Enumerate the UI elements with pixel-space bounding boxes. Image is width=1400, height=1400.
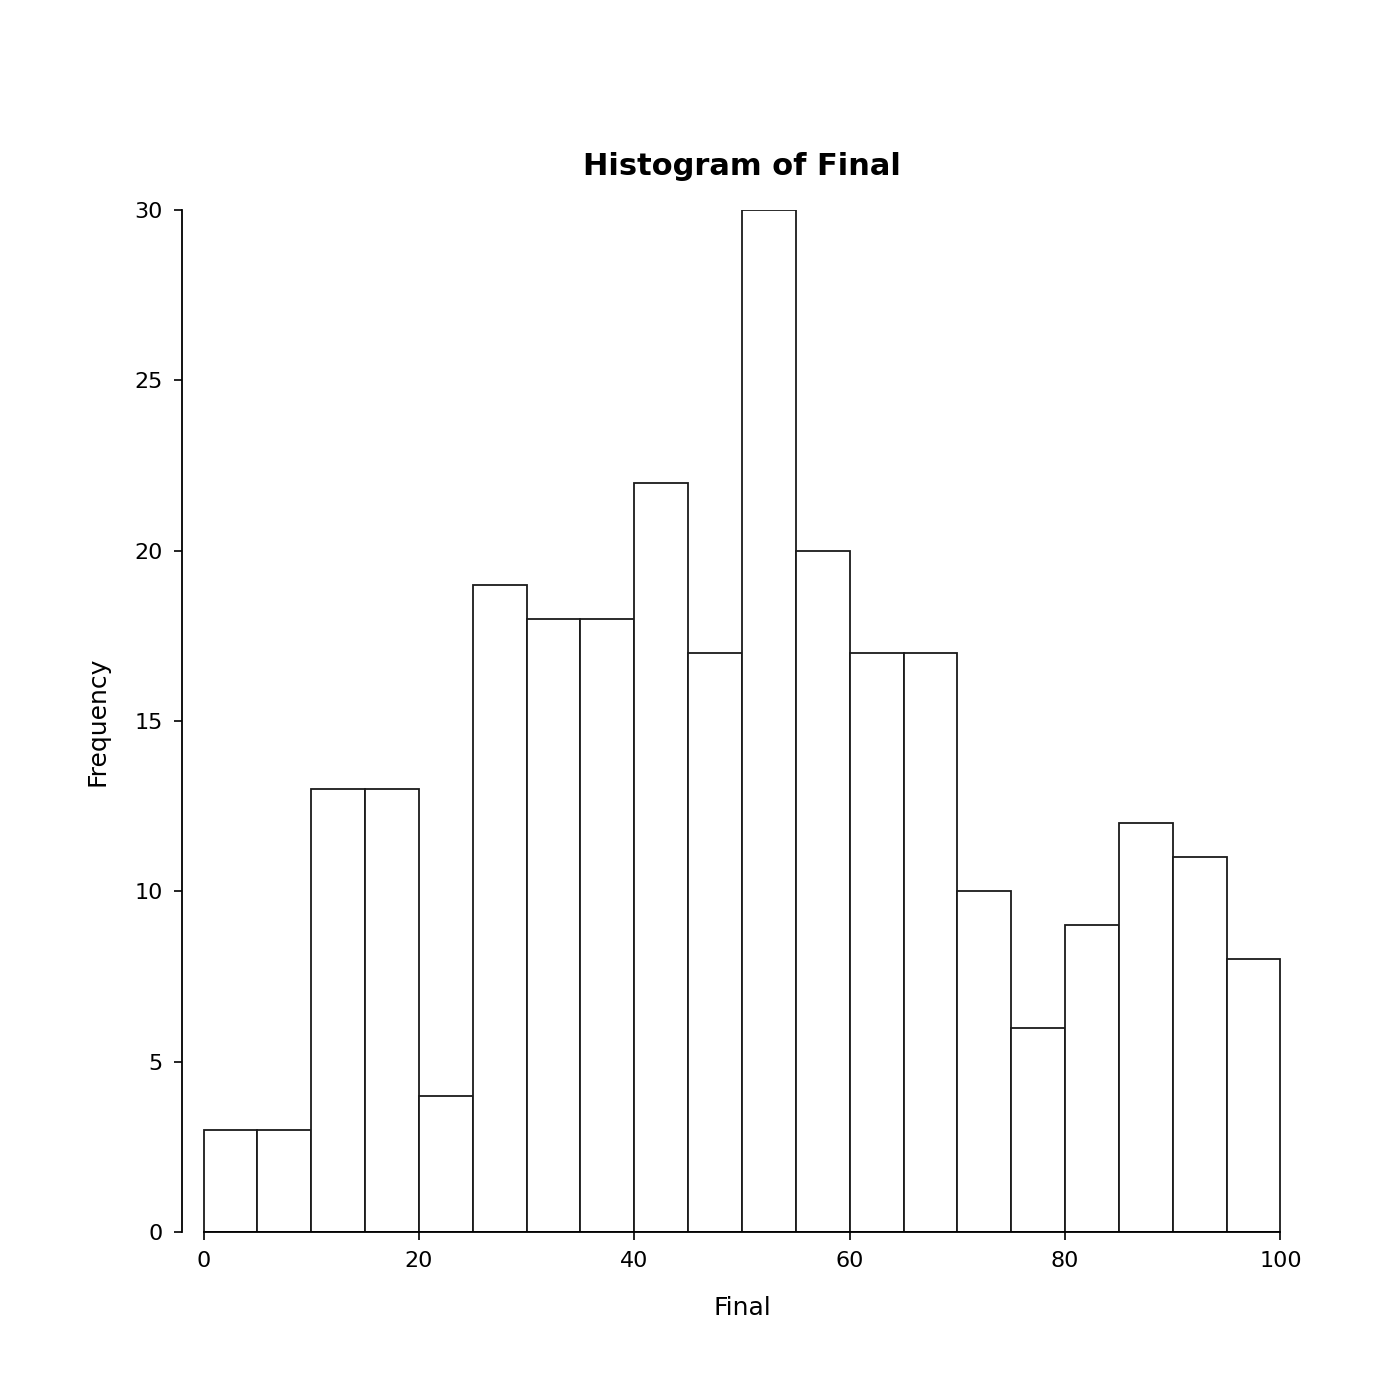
Bar (795, 550, 850, 1232)
Bar (473, 585, 526, 1232)
Bar (526, 619, 581, 1232)
Bar (1011, 1028, 1065, 1232)
Bar (311, 790, 365, 1232)
Bar (203, 1130, 258, 1232)
Bar (1119, 823, 1173, 1232)
Bar (365, 790, 419, 1232)
Bar (634, 483, 689, 1232)
Bar (958, 892, 1011, 1232)
Bar (258, 1130, 311, 1232)
Bar (581, 619, 634, 1232)
Title: Histogram of Final: Histogram of Final (582, 153, 902, 181)
Bar (850, 652, 903, 1232)
Bar (742, 210, 795, 1232)
X-axis label: Final: Final (713, 1296, 771, 1320)
Bar (903, 652, 958, 1232)
Bar (1226, 959, 1281, 1232)
Y-axis label: Frequency: Frequency (85, 657, 109, 785)
Bar (1065, 925, 1119, 1232)
Bar (419, 1096, 473, 1232)
Bar (1173, 857, 1226, 1232)
Bar (689, 652, 742, 1232)
